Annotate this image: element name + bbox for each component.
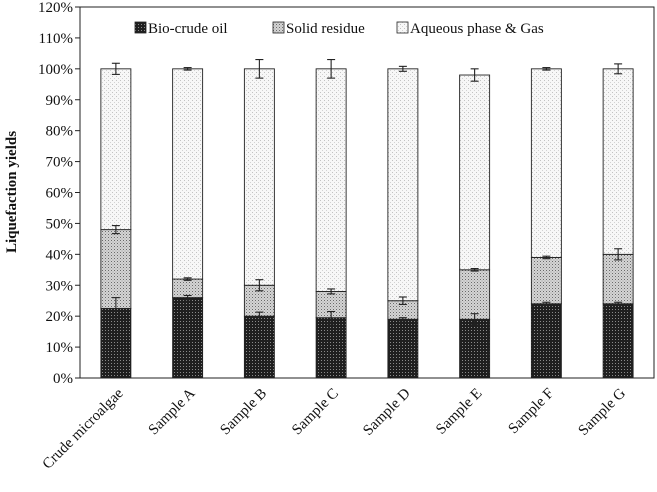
legend-item-aqueous-phase-gas: Aqueous phase & Gas	[396, 21, 544, 37]
x-tick-label: Sample B	[217, 386, 270, 439]
x-tick-label: Crude microalgae	[40, 385, 127, 472]
y-tick-label: 30%	[46, 278, 74, 294]
error-bar-aqueous-phase-gas	[470, 68, 479, 82]
error-bar-solid-residue	[327, 288, 336, 295]
error-bar-bio-crude-oil	[470, 313, 479, 326]
error-bar-solid-residue	[470, 268, 479, 272]
bar-segment-aqueous-phase-gas	[530, 68, 562, 258]
error-bar-bio-crude-oil	[542, 301, 551, 306]
bar-groups	[100, 68, 634, 379]
error-bar-solid-residue	[614, 248, 623, 261]
error-bar-aqueous-phase-gas	[327, 59, 336, 79]
error-bar-solid-residue	[398, 296, 407, 305]
bar-group	[315, 68, 347, 379]
x-tick-label: Sample A	[146, 385, 199, 438]
legend-item-bio-crude-oil: Bio-crude oil	[134, 21, 228, 37]
y-tick-label: 110%	[39, 31, 73, 47]
legend-label-solid-residue: Solid residue	[286, 21, 365, 37]
error-bar-bio-crude-oil	[614, 301, 623, 306]
bar-segment-solid-residue	[100, 229, 132, 309]
bar-segment-bio-crude-oil	[459, 318, 491, 379]
legend-swatch-solid-residue	[272, 21, 285, 34]
y-tick-label: 120%	[38, 0, 73, 16]
error-bars	[111, 59, 623, 326]
legend-item-solid-residue: Solid residue	[272, 21, 365, 37]
bar-segment-aqueous-phase-gas	[243, 68, 275, 286]
y-tick-label: 10%	[46, 340, 74, 356]
error-bar-solid-residue	[111, 225, 120, 235]
legend-swatch-bio-crude-oil	[134, 21, 147, 34]
bar-group	[602, 68, 634, 379]
error-bar-aqueous-phase-gas	[255, 59, 264, 79]
y-tick-label: 90%	[46, 93, 74, 109]
y-axis: 0% 10% 20% 30% 40% 50% 60% 70% 80% 90% 100% 110% 120…	[38, 0, 80, 387]
error-bar-aqueous-phase-gas	[614, 63, 623, 75]
bar-segment-aqueous-phase-gas	[100, 68, 132, 231]
x-tick-label: Sample F	[506, 386, 558, 438]
plot-frame	[79, 6, 655, 379]
x-tick-label: Sample E	[433, 386, 485, 438]
y-tick-label: 40%	[46, 247, 74, 263]
bar-group	[172, 68, 204, 379]
error-bar-bio-crude-oil	[111, 297, 120, 320]
x-axis-tick-labels: Crude microalgae Sample A Sample B Sample C…	[40, 385, 629, 472]
x-tick-label: Sample D	[360, 385, 414, 439]
y-axis-title: Liquefaction yields	[4, 131, 20, 253]
bar-segment-solid-residue	[172, 278, 204, 299]
bar-group	[100, 68, 132, 379]
bar-group	[243, 68, 275, 379]
bar-group	[459, 74, 491, 379]
y-tick-label: 80%	[46, 124, 74, 140]
legend-label-aqueous-phase-gas: Aqueous phase & Gas	[410, 21, 544, 37]
y-tick-label: 0%	[53, 371, 73, 387]
y-tick-label: 70%	[46, 155, 74, 171]
bar-segment-bio-crude-oil	[387, 318, 419, 379]
error-bar-bio-crude-oil	[327, 310, 336, 325]
bar-segment-bio-crude-oil	[530, 303, 562, 379]
bar-segment-bio-crude-oil	[100, 307, 132, 379]
bar-segment-bio-crude-oil	[602, 303, 634, 379]
error-bar-aqueous-phase-gas	[398, 65, 407, 72]
bar-segment-aqueous-phase-gas	[172, 68, 204, 280]
bar-segment-aqueous-phase-gas	[459, 74, 491, 271]
bar-segment-solid-residue	[602, 253, 634, 305]
bar-segment-bio-crude-oil	[172, 297, 204, 379]
error-bar-bio-crude-oil	[255, 311, 264, 321]
error-bar-aqueous-phase-gas	[183, 67, 192, 71]
bar-segment-aqueous-phase-gas	[602, 68, 634, 255]
x-tick-label: Sample G	[576, 385, 630, 439]
error-bar-aqueous-phase-gas	[111, 62, 120, 75]
bar-segment-solid-residue	[530, 256, 562, 305]
error-bar-bio-crude-oil	[398, 317, 407, 322]
bar-segment-solid-residue	[459, 269, 491, 320]
bar-group	[387, 68, 419, 379]
bar-segment-aqueous-phase-gas	[387, 68, 419, 302]
error-bar-solid-residue	[183, 277, 192, 281]
error-bar-bio-crude-oil	[183, 294, 192, 301]
error-bar-aqueous-phase-gas	[542, 67, 551, 71]
error-bar-solid-residue	[255, 279, 264, 292]
bar-segment-bio-crude-oil	[315, 317, 347, 379]
legend-swatch-aqueous-phase-gas	[396, 21, 409, 34]
y-tick-label: 100%	[38, 62, 73, 78]
bar-segment-bio-crude-oil	[243, 315, 275, 379]
y-tick-label: 60%	[46, 186, 74, 202]
y-tick-label: 50%	[46, 216, 74, 232]
error-bar-solid-residue	[542, 255, 551, 260]
legend: Bio-crude oil Solid residue Aqueous phas…	[134, 21, 544, 37]
x-tick-label: Sample C	[289, 386, 342, 439]
legend-label-bio-crude-oil: Bio-crude oil	[148, 21, 228, 37]
y-tick-label: 20%	[46, 309, 74, 325]
plot-area-border	[79, 6, 655, 379]
bar-segment-aqueous-phase-gas	[315, 68, 347, 292]
bar-group	[530, 68, 562, 379]
